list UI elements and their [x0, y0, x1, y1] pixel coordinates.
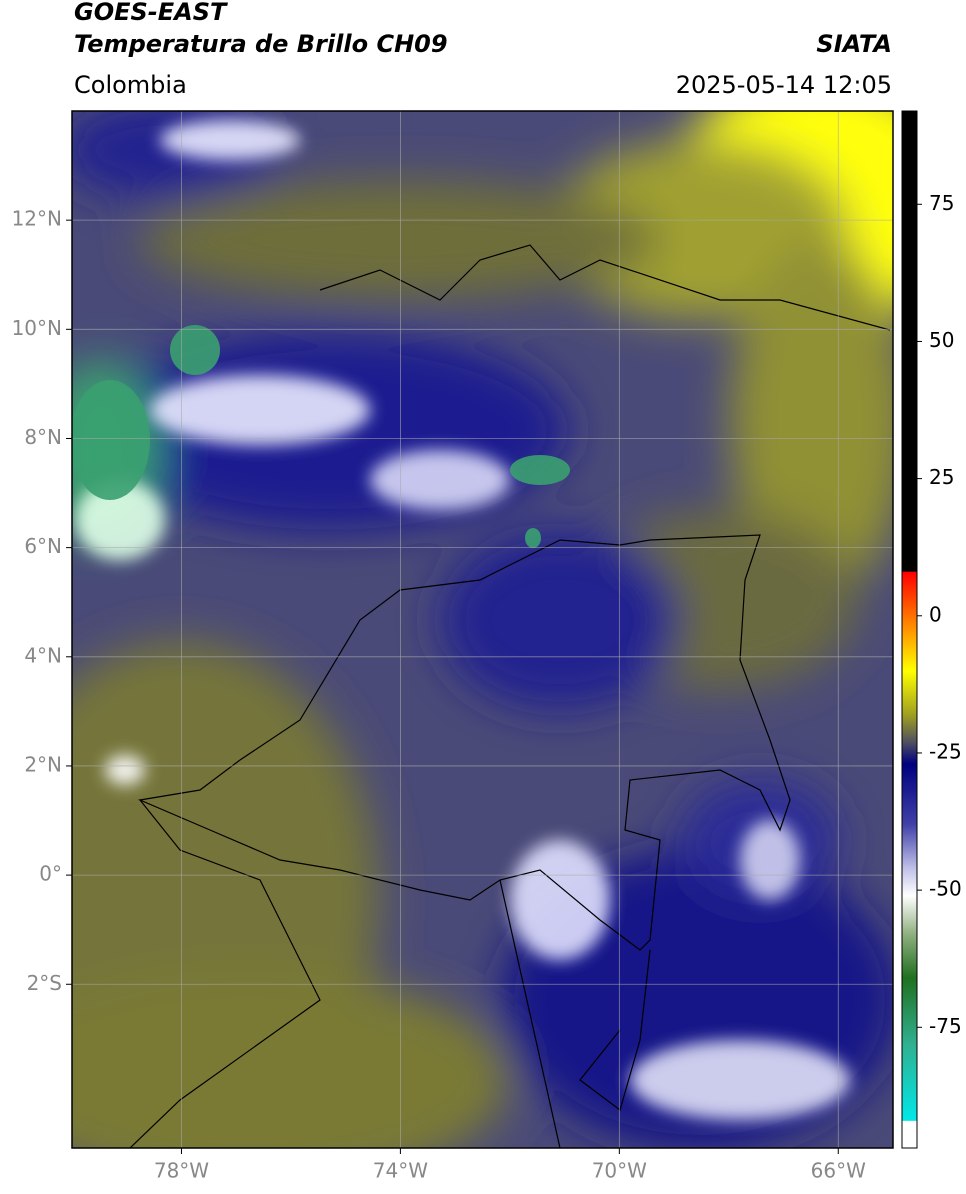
y-tick-label: 2°N — [24, 752, 62, 776]
x-tick-label: 78°W — [154, 1159, 209, 1183]
y-tick-label: 4°N — [24, 643, 62, 667]
colorbar-label: 75 — [929, 191, 954, 215]
colorbar-label: 0 — [929, 602, 942, 626]
y-tick-label: 0° — [39, 862, 62, 886]
colorbar-label: -50 — [929, 877, 962, 901]
product: Temperatura de Brillo CH09 — [74, 30, 448, 58]
map-frame — [71, 110, 894, 1149]
satellite: GOES-EAST — [74, 0, 228, 26]
colorbar-label: 25 — [929, 465, 954, 489]
borders — [129, 244, 891, 1148]
cold-cloud-tops — [72, 325, 570, 548]
y-tick-label: 10°N — [12, 316, 62, 340]
colorbar-label: 50 — [929, 328, 954, 352]
timestamp: 2025-05-14 12:05 — [676, 71, 892, 99]
agency: SIATA — [816, 30, 892, 58]
region: Colombia — [74, 71, 187, 99]
satellite-image — [72, 111, 893, 1148]
x-tick-label: 66°W — [811, 1159, 866, 1183]
x-tick-label: 74°W — [373, 1159, 428, 1183]
x-tick-label: 70°W — [592, 1159, 647, 1183]
y-tick-label: 8°N — [24, 425, 62, 449]
colorbar-label: -25 — [929, 739, 962, 763]
colorbar — [901, 110, 918, 1149]
y-tick-label: 2°S — [27, 971, 62, 995]
colorbar-label: -75 — [929, 1014, 962, 1038]
y-tick-label: 12°N — [12, 207, 62, 231]
y-tick-label: 6°N — [24, 534, 62, 558]
